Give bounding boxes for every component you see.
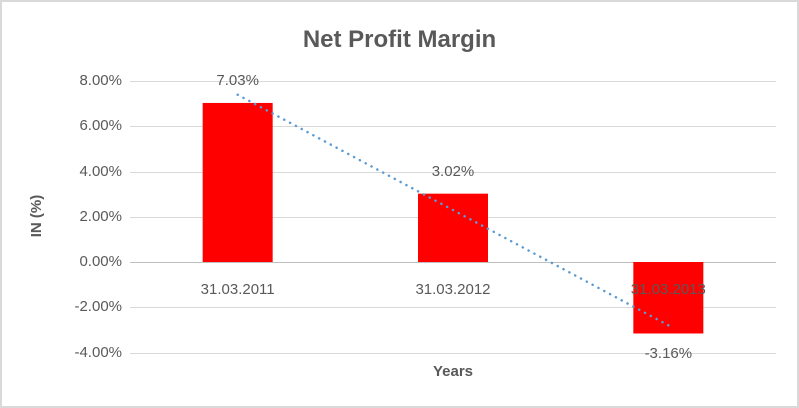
bar (633, 262, 704, 334)
bar (418, 193, 488, 262)
trendline (236, 93, 670, 327)
bar (202, 102, 273, 262)
chart-title: Net Profit Margin (302, 26, 497, 53)
x-axis-title: Years (432, 363, 474, 380)
